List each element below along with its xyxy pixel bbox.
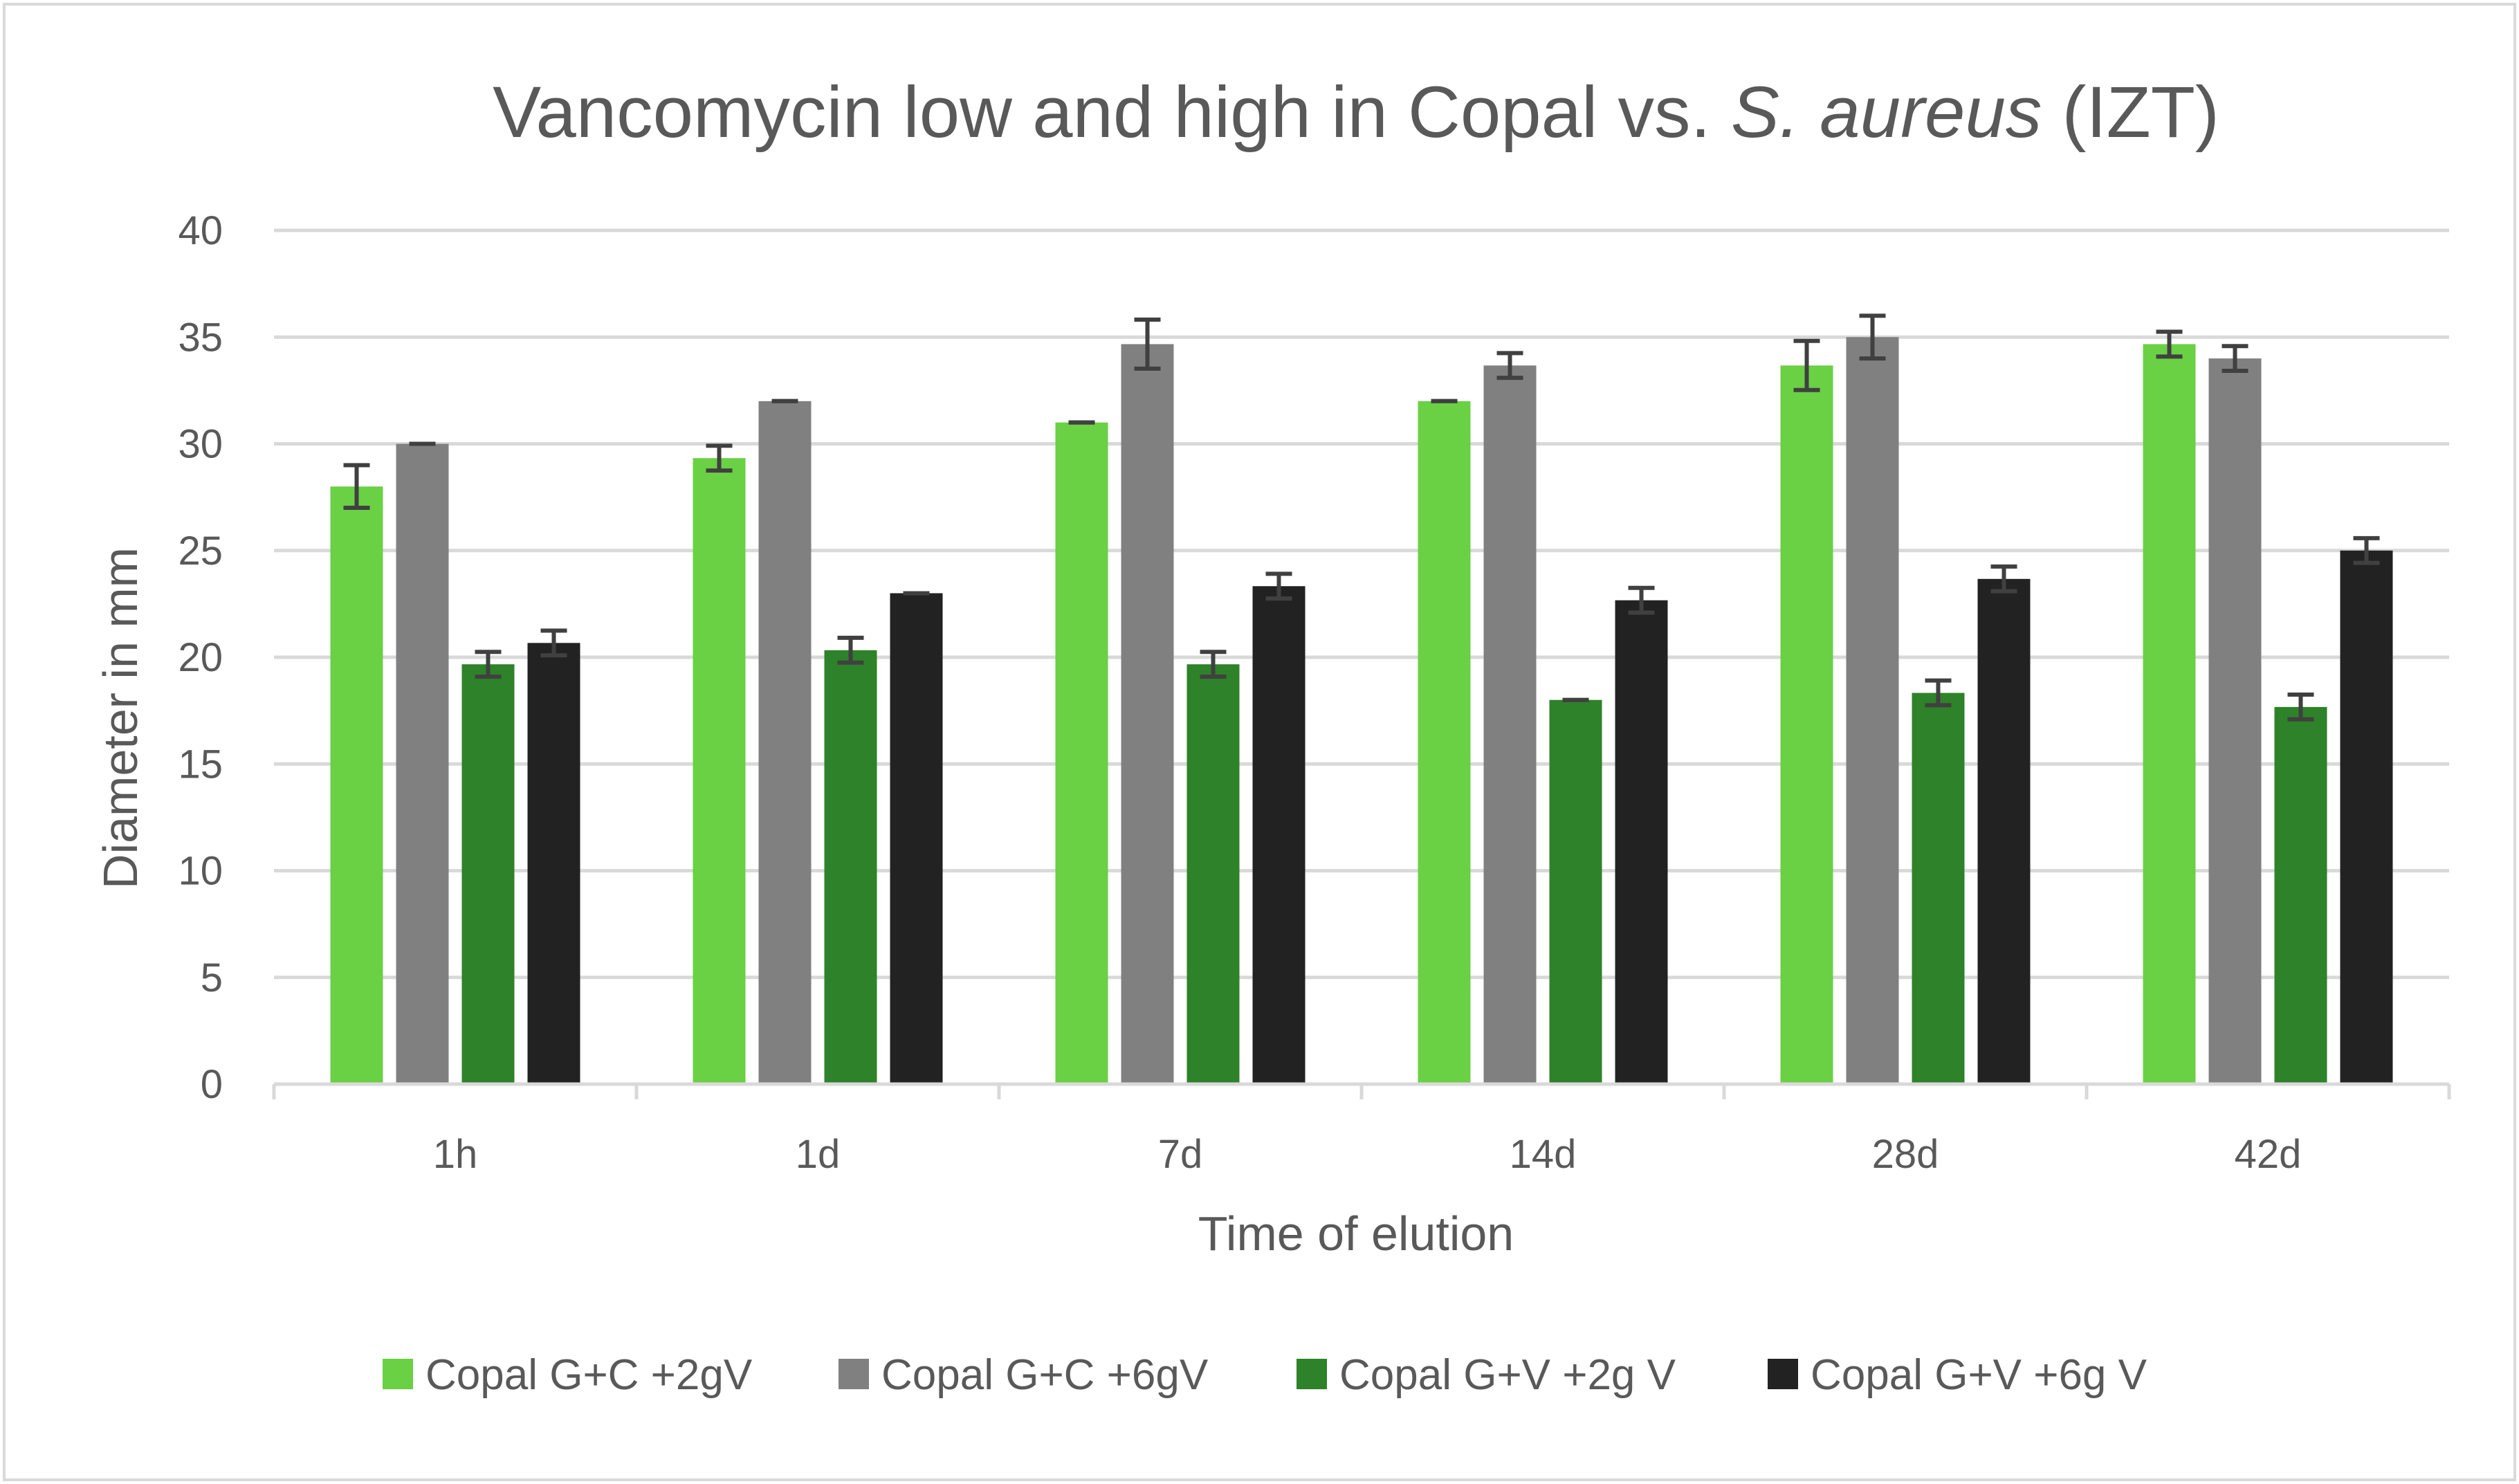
chart-title-italic: S. aureus bbox=[1731, 72, 2042, 153]
x-tick-label: 28d bbox=[1872, 1132, 1939, 1177]
error-bar bbox=[837, 635, 864, 665]
bar bbox=[824, 650, 877, 1084]
gridlines bbox=[274, 228, 2449, 980]
bar bbox=[1977, 578, 2031, 1084]
bars bbox=[330, 337, 2393, 1084]
chart-title: Vancomycin low and high in Copal vs. S. … bbox=[493, 72, 2219, 153]
error-bar bbox=[1200, 650, 1227, 679]
legend-item: Copal G+C +6gV bbox=[839, 1351, 1209, 1399]
bar bbox=[1780, 365, 1833, 1084]
bar bbox=[1549, 699, 1602, 1084]
y-tick-label: 15 bbox=[178, 742, 223, 787]
bar bbox=[1483, 365, 1537, 1084]
x-axis-label: Time of elution bbox=[1198, 1207, 1514, 1261]
error-bar bbox=[343, 463, 370, 511]
bar bbox=[1187, 664, 1240, 1084]
legend-label: Copal G+V +6g V bbox=[1811, 1351, 2147, 1399]
legend-swatch bbox=[1297, 1359, 1327, 1389]
y-tick-label: 40 bbox=[178, 208, 223, 253]
error-bar bbox=[1628, 585, 1655, 615]
x-tick-label: 1d bbox=[796, 1132, 841, 1177]
y-tick-label: 35 bbox=[178, 315, 223, 360]
bar bbox=[1055, 422, 1108, 1084]
bar bbox=[527, 643, 580, 1084]
x-axis-ticks: 1h 1d 7d 14d 28d 42d bbox=[433, 1132, 2302, 1177]
bar bbox=[2143, 344, 2196, 1084]
bar bbox=[2340, 550, 2393, 1084]
bar bbox=[396, 443, 449, 1084]
x-tick-label: 1h bbox=[433, 1132, 478, 1177]
bar bbox=[2208, 358, 2262, 1084]
error-bar bbox=[1793, 338, 1820, 392]
error-bar bbox=[1496, 351, 1523, 381]
error-bar bbox=[1925, 678, 1952, 708]
error-bar bbox=[540, 628, 567, 658]
error-bar bbox=[1265, 571, 1292, 601]
legend-label: Copal G+C +2gV bbox=[425, 1351, 753, 1399]
y-tick-label: 25 bbox=[178, 529, 223, 574]
legend-swatch bbox=[839, 1359, 869, 1389]
bar bbox=[1121, 344, 1174, 1084]
error-bar bbox=[1990, 564, 2017, 594]
error-bar bbox=[1134, 317, 1161, 371]
y-axis-label: Diameter in mm bbox=[93, 547, 147, 889]
bar bbox=[890, 593, 943, 1084]
legend-item: Copal G+C +2gV bbox=[383, 1351, 753, 1399]
bar bbox=[461, 664, 515, 1084]
y-tick-label: 30 bbox=[178, 422, 223, 467]
error-bar bbox=[706, 443, 733, 473]
bar bbox=[693, 458, 746, 1084]
legend-item: Copal G+V +2g V bbox=[1297, 1351, 1676, 1399]
legend-label: Copal G+C +6gV bbox=[881, 1351, 1209, 1399]
y-tick-label: 5 bbox=[201, 955, 223, 1000]
legend-swatch bbox=[1768, 1359, 1798, 1389]
chart-title-suffix: (IZT) bbox=[2042, 72, 2219, 153]
error-bar bbox=[2222, 344, 2248, 373]
y-axis-ticks: 0 5 10 15 20 25 30 35 40 bbox=[178, 208, 223, 1107]
bar bbox=[1252, 586, 1306, 1084]
bar bbox=[330, 486, 383, 1084]
bar bbox=[1418, 401, 1471, 1084]
bar bbox=[758, 401, 812, 1084]
x-axis bbox=[272, 1082, 2451, 1099]
error-bars bbox=[343, 313, 2380, 722]
x-tick-label: 14d bbox=[1510, 1132, 1577, 1177]
x-tick-label: 7d bbox=[1158, 1132, 1203, 1177]
y-tick-label: 10 bbox=[178, 849, 223, 894]
chart-title-prefix: Vancomycin low and high in Copal vs. bbox=[493, 72, 1731, 153]
legend-swatch bbox=[383, 1359, 413, 1389]
bar bbox=[1846, 337, 1899, 1084]
y-tick-label: 20 bbox=[178, 635, 223, 680]
error-bar bbox=[475, 650, 502, 679]
y-tick-label: 0 bbox=[201, 1062, 223, 1107]
x-tick-label: 42d bbox=[2235, 1132, 2302, 1177]
legend-item: Copal G+V +6g V bbox=[1768, 1351, 2147, 1399]
error-bar bbox=[1859, 313, 1886, 361]
legend: Copal G+C +2gV Copal G+C +6gV Copal G+V +2… bbox=[383, 1351, 2147, 1399]
bar bbox=[1615, 600, 1668, 1084]
bar bbox=[2274, 706, 2327, 1084]
bar bbox=[1912, 693, 1965, 1084]
error-bar bbox=[2353, 535, 2380, 565]
legend-label: Copal G+V +2g V bbox=[1339, 1351, 1676, 1399]
error-bar bbox=[2287, 692, 2314, 722]
error-bar bbox=[2156, 329, 2183, 359]
